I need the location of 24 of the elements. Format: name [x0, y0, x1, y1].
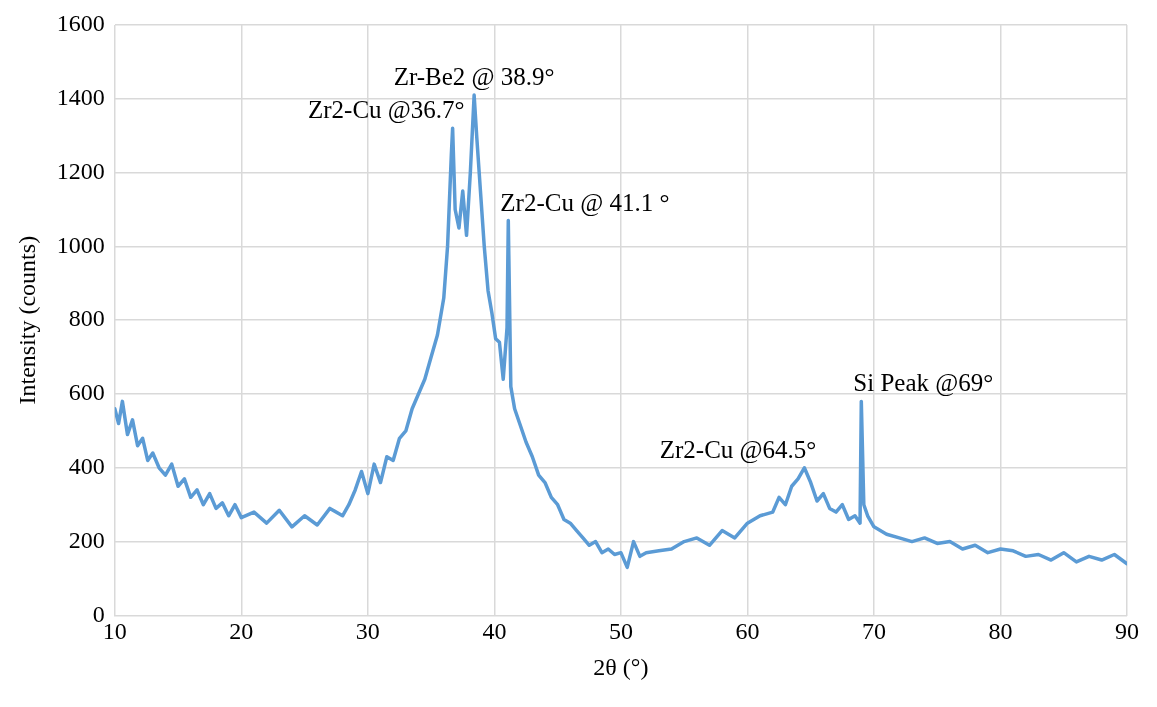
y-tick-label: 0 — [92, 600, 105, 627]
annotation: Zr2-Cu @64.5° — [659, 435, 817, 464]
y-tick-label: 600 — [68, 379, 105, 406]
annotation: Zr2-Cu @36.7° — [308, 96, 465, 125]
x-tick-label: 20 — [229, 618, 254, 645]
y-tick-label: 400 — [68, 453, 105, 480]
x-tick-label: 50 — [608, 618, 633, 645]
y-tick-label: 1400 — [56, 84, 105, 111]
annotation: Zr-Be2 @ 38.9° — [393, 63, 555, 92]
y-tick-label: 1200 — [56, 157, 105, 184]
y-tick-label: 1000 — [56, 231, 105, 258]
x-axis-title: 2θ (°) — [593, 653, 649, 680]
x-tick-label: 80 — [988, 618, 1013, 645]
annotation: Zr2-Cu @ 41.1 ° — [500, 188, 670, 217]
x-tick-label: 60 — [735, 618, 760, 645]
x-tick-label: 90 — [1115, 618, 1139, 645]
y-tick-label: 200 — [68, 526, 105, 553]
y-axis-title: Intensity (counts) — [13, 235, 40, 405]
y-tick-label: 800 — [68, 305, 105, 332]
y-tick-label: 1600 — [56, 10, 105, 37]
x-tick-label: 70 — [861, 618, 886, 645]
x-tick-label: 30 — [355, 618, 380, 645]
x-tick-label: 40 — [482, 618, 507, 645]
annotation: Si Peak @69° — [853, 369, 994, 398]
